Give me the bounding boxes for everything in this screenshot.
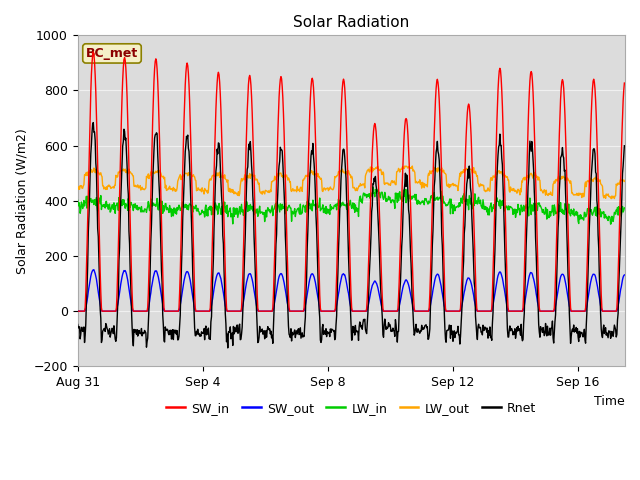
Text: BC_met: BC_met — [86, 47, 138, 60]
Legend: SW_in, SW_out, LW_in, LW_out, Rnet: SW_in, SW_out, LW_in, LW_out, Rnet — [161, 396, 541, 420]
X-axis label: Time: Time — [595, 395, 625, 408]
Y-axis label: Solar Radiation (W/m2): Solar Radiation (W/m2) — [15, 128, 28, 274]
Title: Solar Radiation: Solar Radiation — [293, 15, 410, 30]
